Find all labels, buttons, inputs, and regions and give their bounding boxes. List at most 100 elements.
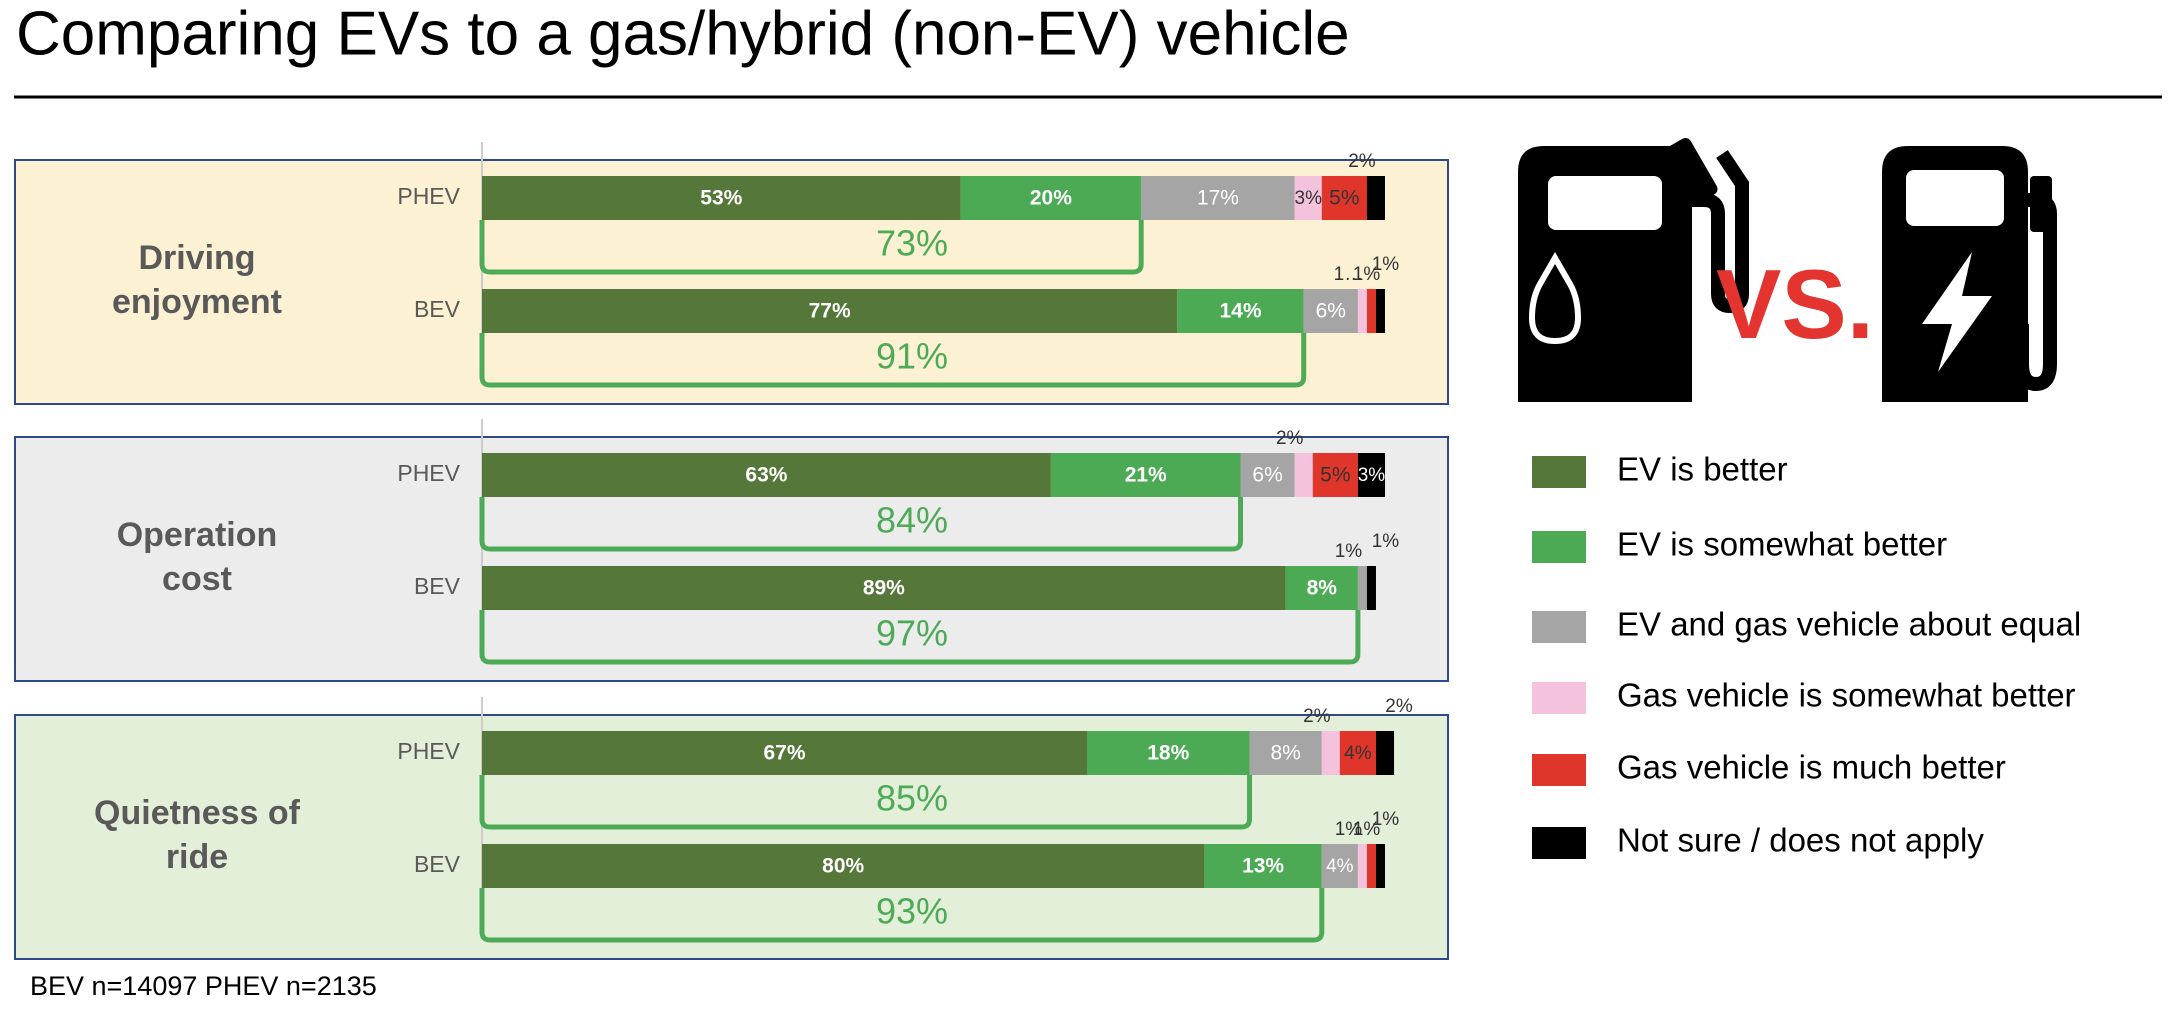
total-label: 85% [876,778,948,819]
bar-segment [1321,176,1367,220]
value-label: 67% [763,742,805,765]
value-label: 20% [1030,187,1072,210]
panel-title: Driving enjoyment [112,239,282,321]
legend-label: EV is somewhat better [1617,526,1947,563]
total-bracket [479,888,1325,943]
bar-segment [1375,844,1385,888]
bar-segment [1240,453,1295,497]
total-bracket [479,497,1244,552]
value-label: 53% [700,187,742,210]
bar-segment [482,453,1051,497]
page-title: Comparing EVs to a gas/hybrid (non-EV) v… [16,0,1350,68]
vs-text: VS. [1716,249,1874,359]
bar-segment [1087,731,1250,775]
bar-segment [1357,566,1367,610]
bar-segment [1375,731,1395,775]
value-label: 13% [1242,855,1284,878]
bar-segment [1366,176,1385,220]
bar-segment [1249,731,1322,775]
legend-label: Not sure / does not apply [1617,822,1984,859]
value-label: 14% [1220,300,1262,323]
legend-swatch [1532,682,1586,714]
bar-segment [1141,176,1295,220]
bar-segment [1357,453,1385,497]
legend-swatch [1532,456,1586,488]
value-label: 80% [822,855,864,878]
value-label: 1% [1372,809,1400,830]
value-label: 77% [809,300,851,323]
bar-segment [1285,566,1358,610]
panel-title: Operation cost [117,516,278,598]
total-label: 97% [876,613,948,654]
gas-pump-icon [1518,137,1749,402]
value-label: 5% [1329,187,1359,210]
legend-label: EV is better [1617,451,1788,488]
value-label: 1% [1353,264,1381,285]
total-bracket [479,220,1144,275]
value-label: 1% [1353,819,1381,840]
ev-charger-icon [1882,146,2057,402]
category-label: PHEV [397,460,460,486]
value-label: 1% [1372,254,1400,275]
value-label: 4% [1344,743,1372,764]
value-label: 3% [1358,465,1386,486]
total-bracket [479,775,1253,830]
category-label: BEV [414,851,461,877]
legend-label: Gas vehicle is somewhat better [1617,677,2076,714]
value-label: 8% [1307,577,1338,600]
legend-swatch [1532,531,1586,563]
bar-segment [1366,566,1376,610]
value-label: 2% [1348,151,1376,172]
legend-swatch [1532,827,1586,859]
value-label: 2% [1276,428,1304,449]
bar-segment [482,176,961,220]
panel-title: Quietness of ride [94,794,301,876]
value-label: 1… [1334,264,1364,285]
category-label: BEV [414,296,461,322]
legend-swatch [1532,611,1586,643]
value-label: 1% [1335,819,1363,840]
bar-segment [1357,289,1367,333]
total-label: 73% [876,223,948,264]
value-label: 17% [1197,187,1239,210]
value-label: 2% [1303,706,1331,727]
bar-segment [1357,844,1367,888]
value-label: 18% [1147,742,1189,765]
bar-segment [482,566,1286,610]
bar-segment [1321,731,1340,775]
bar-segment [1366,844,1376,888]
value-label: 21% [1125,464,1167,487]
sample-note: BEV n=14097 PHEV n=2135 [30,971,377,1001]
bar-segment [482,289,1178,333]
bar-segment [1204,844,1322,888]
category-label: BEV [414,573,461,599]
value-label: 89% [863,577,905,600]
value-label: 3% [1295,188,1323,209]
total-bracket [479,333,1307,388]
value-label: 8% [1270,742,1300,765]
bar-segment [482,844,1205,888]
value-label: 63% [745,464,787,487]
bar-segment [1050,453,1241,497]
bar-segment [1303,289,1358,333]
bar-segment [1312,453,1358,497]
bar-segment [1339,731,1376,775]
total-label: 91% [876,336,948,377]
total-bracket [479,610,1361,665]
legend-label: Gas vehicle is much better [1617,749,2006,786]
value-label: 1% [1372,531,1400,552]
category-label: PHEV [397,738,460,764]
bar-segment [482,731,1088,775]
bar-segment [1321,844,1358,888]
total-label: 93% [876,891,948,932]
category-label: PHEV [397,183,460,209]
legend-swatch [1532,754,1586,786]
value-label: 6% [1252,464,1282,487]
bar-segment [1177,289,1304,333]
value-label: 2% [1385,696,1413,717]
bar-segment [1294,176,1322,220]
value-label: 6% [1316,300,1346,323]
value-label: 1% [1335,541,1363,562]
bar-segment [1366,289,1376,333]
